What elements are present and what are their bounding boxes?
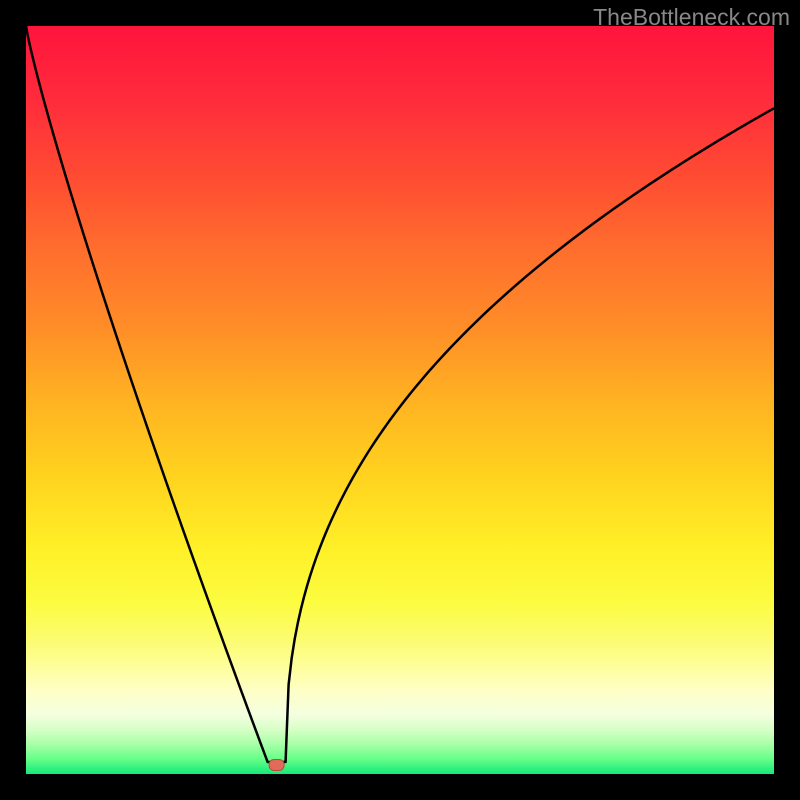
watermark-text: TheBottleneck.com	[593, 4, 790, 31]
optimal-point-marker	[269, 760, 284, 771]
chart-container: TheBottleneck.com	[0, 0, 800, 800]
curve-layer	[26, 26, 774, 774]
plot-area	[26, 26, 774, 774]
bottleneck-curve	[26, 26, 774, 762]
